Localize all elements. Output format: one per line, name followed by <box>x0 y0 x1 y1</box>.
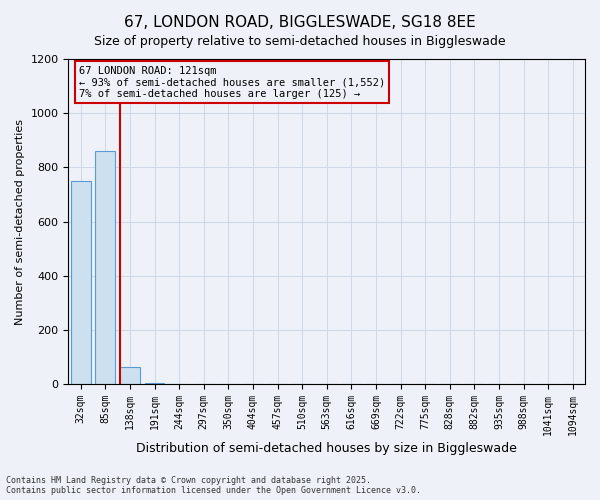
Text: Contains HM Land Registry data © Crown copyright and database right 2025.
Contai: Contains HM Land Registry data © Crown c… <box>6 476 421 495</box>
Text: 67, LONDON ROAD, BIGGLESWADE, SG18 8EE: 67, LONDON ROAD, BIGGLESWADE, SG18 8EE <box>124 15 476 30</box>
Bar <box>95 151 115 384</box>
X-axis label: Distribution of semi-detached houses by size in Biggleswade: Distribution of semi-detached houses by … <box>136 442 517 455</box>
Bar <box>71 181 91 384</box>
Text: Size of property relative to semi-detached houses in Biggleswade: Size of property relative to semi-detach… <box>94 35 506 48</box>
Bar <box>120 366 140 384</box>
Y-axis label: Number of semi-detached properties: Number of semi-detached properties <box>15 118 25 324</box>
Bar <box>145 383 164 384</box>
Text: 67 LONDON ROAD: 121sqm
← 93% of semi-detached houses are smaller (1,552)
7% of s: 67 LONDON ROAD: 121sqm ← 93% of semi-det… <box>79 66 385 98</box>
